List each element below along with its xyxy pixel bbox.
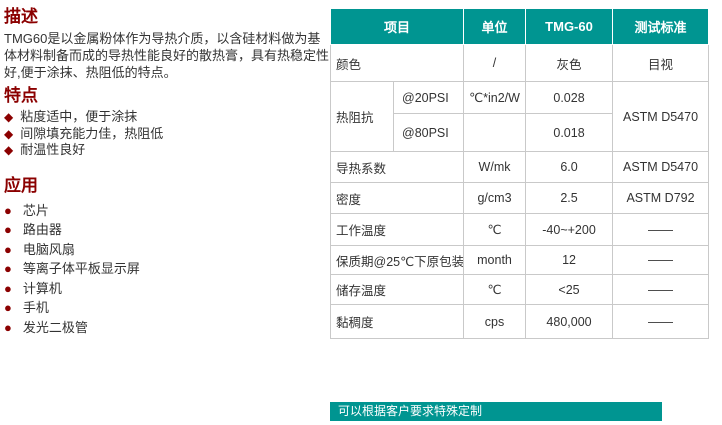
standard-cell: ASTM D5470 [612, 151, 710, 183]
application-text: 路由器 [22, 222, 62, 237]
col-header-standard: 测试标准 [612, 8, 710, 45]
application-text: 发光二极管 [22, 319, 88, 335]
unit-cell: ℃ [463, 274, 527, 305]
feature-text: 粘度适中，便于涂抹 [20, 109, 138, 124]
col-header-item: 项目 [329, 8, 465, 45]
table-row-thermal-impedance-20psi: 热阻抗 @20PSI ℃*in2/W 0.028 ASTM D5470 [330, 81, 710, 152]
circle-bullet-icon: ● [4, 300, 12, 315]
application-text: 芯片 [22, 202, 49, 218]
table-row-shelf-life: 保质期@25℃下原包装 month 12 —— [329, 245, 710, 275]
item-cell: 热阻抗 [330, 81, 394, 152]
item-cell: 黏稠度 [329, 304, 465, 339]
unit-cell: g/cm3 [463, 182, 527, 214]
unit-cell: ℃*in2/W [463, 81, 527, 114]
value-cell: 灰色 [525, 44, 614, 82]
circle-bullet-icon: ● [4, 222, 12, 237]
features-list: ◆ 粘度适中，便于涂抹 ◆ 间隙填充能力佳，热阻低 ◆ 耐温性良好 [4, 109, 330, 159]
description-text: TMG60是以金属粉体作为导热介质，以含硅材料做为基体材料制备而成的导热性能良好… [4, 31, 330, 80]
table-row-thermal-conductivity: 导热系数 W/mk 6.0 ASTM D5470 [329, 151, 710, 183]
circle-bullet-icon: ● [4, 280, 12, 296]
value-cell: 12 [525, 245, 614, 275]
spec-table-panel: 项目 单位 TMG-60 测试标准 颜色 / 灰色 目视 热阻抗 @20PSI … [329, 8, 710, 339]
application-text: 等离子体平板显示屏 [22, 261, 140, 276]
table-row-working-temp: 工作温度 ℃ -40~+200 —— [329, 213, 710, 246]
value-cell: 2.5 [525, 182, 614, 214]
list-item: ● 等离子体平板显示屏 [4, 259, 330, 279]
table-row-storage-temp: 储存温度 ℃ <25 —— [329, 274, 710, 305]
list-item: ● 计算机 [4, 279, 330, 299]
standard-cell: —— [612, 304, 710, 339]
table-row-viscosity: 黏稠度 cps 480,000 —— [329, 304, 710, 339]
custom-note-bar: 可以根据客户要求特殊定制 [330, 402, 662, 421]
standard-cell: —— [612, 245, 710, 275]
item-cell: 导热系数 [329, 151, 465, 183]
application-text: 电脑风扇 [22, 241, 75, 257]
sub-condition-cell: @80PSI [392, 113, 465, 152]
circle-bullet-icon: ● [4, 261, 12, 276]
unit-cell: W/mk [463, 151, 527, 183]
product-info-panel: 描述 TMG60是以金属粉体作为导热介质，以含硅材料做为基体材料制备而成的导热性… [0, 6, 330, 337]
value-cell: 0.028 [525, 81, 614, 114]
value-cell: -40~+200 [525, 213, 614, 246]
section-title-description: 描述 [4, 7, 38, 26]
diamond-bullet-icon: ◆ [4, 110, 14, 124]
standard-cell: 目视 [612, 44, 710, 82]
sub-condition-cell: @20PSI [392, 81, 465, 114]
col-header-tmg60: TMG-60 [525, 8, 614, 45]
standard-cell: ASTM D792 [612, 182, 710, 214]
feature-text: 耐温性良好 [20, 142, 86, 157]
circle-bullet-icon: ● [4, 202, 12, 218]
list-item: ● 发光二极管 [4, 318, 330, 338]
unit-cell: / [463, 44, 527, 82]
unit-cell: month [463, 245, 527, 275]
item-cell: 储存温度 [329, 274, 465, 305]
standard-cell: —— [612, 213, 710, 246]
item-cell: 工作温度 [329, 213, 465, 246]
diamond-bullet-icon: ◆ [4, 126, 14, 141]
value-cell: <25 [525, 274, 614, 305]
unit-cell: cps [463, 304, 527, 339]
circle-bullet-icon: ● [4, 241, 12, 257]
table-row-color: 颜色 / 灰色 目视 [329, 44, 710, 82]
standard-cell: —— [612, 274, 710, 305]
list-item: ● 手机 [4, 298, 330, 318]
unit-cell: ℃ [463, 213, 527, 246]
circle-bullet-icon: ● [4, 319, 12, 335]
item-cell: 颜色 [329, 44, 465, 82]
list-item: ◆ 粘度适中，便于涂抹 [4, 109, 330, 126]
list-item: ◆ 耐温性良好 [4, 142, 330, 159]
unit-cell-empty [463, 113, 527, 152]
item-cell: 保质期@25℃下原包装 [329, 245, 465, 275]
list-item: ● 路由器 [4, 220, 330, 240]
section-title-applications: 应用 [4, 175, 38, 195]
value-cell: 480,000 [525, 304, 614, 339]
table-header-row: 项目 单位 TMG-60 测试标准 [329, 8, 710, 45]
standard-cell: ASTM D5470 [612, 81, 710, 152]
list-item: ● 电脑风扇 [4, 240, 330, 260]
feature-text: 间隙填充能力佳，热阻低 [20, 125, 164, 141]
col-header-unit: 单位 [463, 8, 527, 45]
list-item: ◆ 间隙填充能力佳，热阻低 [4, 126, 330, 143]
application-text: 计算机 [22, 280, 62, 296]
spec-table: 项目 单位 TMG-60 测试标准 颜色 / 灰色 目视 热阻抗 @20PSI … [329, 8, 710, 339]
applications-list: ● 芯片 ● 路由器 ● 电脑风扇 ● 等离子体平板显示屏 ● 计算机 ● 手机 ● 发光二极… [4, 201, 330, 338]
value-cell: 0.018 [525, 113, 614, 152]
application-text: 手机 [22, 300, 49, 315]
section-title-features: 特点 [4, 86, 38, 105]
item-cell: 密度 [329, 182, 465, 214]
list-item: ● 芯片 [4, 201, 330, 221]
table-row-density: 密度 g/cm3 2.5 ASTM D792 [329, 182, 710, 214]
value-cell: 6.0 [525, 151, 614, 183]
diamond-bullet-icon: ◆ [4, 143, 14, 157]
